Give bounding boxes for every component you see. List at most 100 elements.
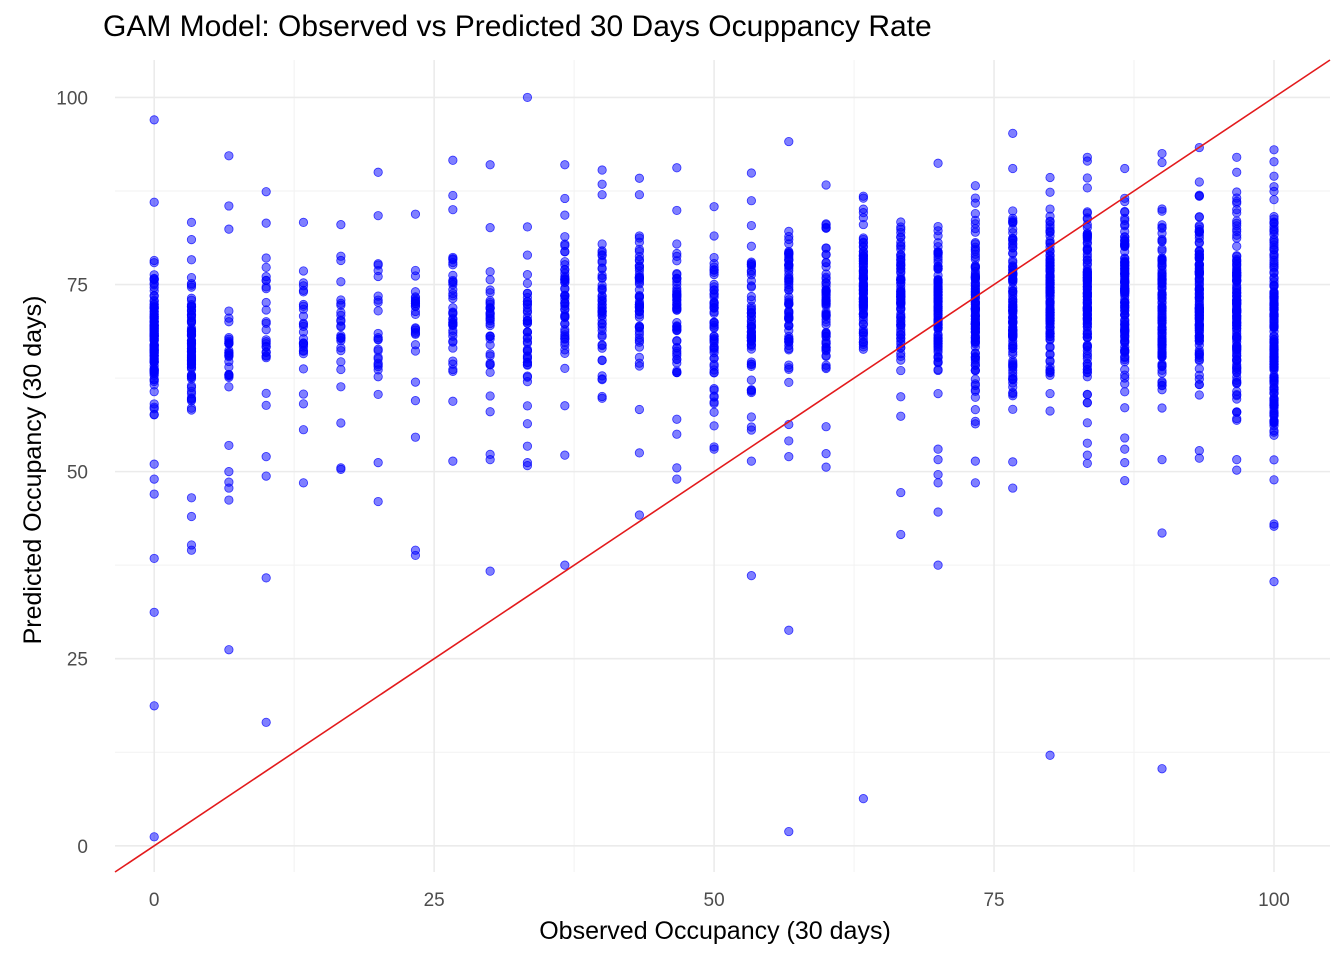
data-point bbox=[784, 136, 794, 147]
data-point bbox=[1082, 243, 1092, 253]
data-point bbox=[1157, 377, 1167, 387]
data-point bbox=[1194, 191, 1204, 201]
data-point bbox=[1157, 310, 1167, 320]
data-point bbox=[298, 266, 309, 276]
data-point bbox=[261, 400, 271, 410]
data-point bbox=[373, 496, 383, 507]
data-point bbox=[186, 293, 197, 303]
data-point bbox=[784, 364, 794, 375]
data-point bbox=[709, 407, 719, 417]
data-point bbox=[186, 405, 197, 415]
data-point bbox=[149, 258, 159, 268]
data-point bbox=[224, 495, 234, 505]
data-point bbox=[186, 310, 197, 321]
data-point bbox=[1082, 389, 1092, 399]
data-point bbox=[597, 179, 607, 189]
data-point bbox=[298, 425, 309, 435]
data-point bbox=[1045, 750, 1055, 760]
data-point bbox=[1045, 322, 1055, 332]
data-point bbox=[933, 158, 943, 168]
data-point bbox=[373, 346, 383, 356]
data-point bbox=[149, 351, 159, 361]
data-point bbox=[448, 396, 458, 406]
data-point bbox=[1269, 427, 1279, 437]
data-point bbox=[970, 242, 980, 252]
data-point bbox=[149, 323, 159, 333]
data-point bbox=[261, 347, 271, 357]
data-point bbox=[522, 307, 533, 317]
data-point bbox=[522, 297, 533, 307]
data-point bbox=[1082, 152, 1092, 162]
data-point bbox=[336, 364, 346, 375]
data-point bbox=[634, 310, 645, 320]
data-point bbox=[821, 290, 831, 301]
data-point bbox=[1120, 337, 1130, 347]
data-point bbox=[522, 401, 533, 411]
data-point bbox=[933, 284, 943, 295]
data-point bbox=[1120, 318, 1130, 328]
data-point bbox=[373, 167, 383, 177]
data-point bbox=[821, 449, 831, 459]
data-point bbox=[298, 399, 309, 409]
data-point bbox=[373, 211, 383, 221]
data-point bbox=[1120, 379, 1130, 389]
data-point bbox=[1157, 236, 1167, 246]
data-point bbox=[336, 295, 346, 305]
data-point bbox=[746, 168, 756, 178]
data-point bbox=[1120, 257, 1130, 267]
data-point bbox=[1194, 374, 1204, 384]
data-point bbox=[1269, 217, 1279, 227]
data-point bbox=[224, 151, 234, 161]
data-point bbox=[1045, 388, 1055, 399]
data-point bbox=[149, 278, 159, 288]
data-point bbox=[970, 416, 980, 426]
data-point bbox=[1120, 207, 1130, 217]
data-point bbox=[149, 701, 159, 711]
data-points bbox=[149, 92, 1279, 842]
data-point bbox=[970, 181, 980, 191]
data-point bbox=[485, 160, 495, 170]
data-point bbox=[821, 320, 831, 330]
data-point bbox=[1045, 204, 1055, 214]
tick-labels: 0 25 50 75 100 0 25 50 75 100 bbox=[56, 88, 1290, 911]
data-point bbox=[821, 363, 831, 374]
data-point bbox=[261, 262, 271, 272]
data-point bbox=[1157, 274, 1167, 285]
data-point bbox=[485, 349, 495, 359]
data-point bbox=[1082, 398, 1092, 408]
data-point bbox=[709, 442, 719, 452]
data-point bbox=[522, 360, 533, 370]
data-point bbox=[186, 327, 197, 337]
data-point bbox=[597, 299, 607, 310]
data-point bbox=[448, 155, 458, 165]
data-point bbox=[522, 270, 533, 280]
x-tick-label: 100 bbox=[1258, 890, 1290, 911]
data-point bbox=[560, 401, 570, 411]
data-point bbox=[1232, 296, 1242, 306]
data-point bbox=[1232, 306, 1242, 316]
data-point bbox=[298, 338, 309, 348]
data-point bbox=[821, 298, 831, 309]
data-point bbox=[1120, 236, 1130, 246]
data-point bbox=[970, 478, 980, 488]
data-point bbox=[746, 425, 756, 435]
data-point bbox=[1008, 163, 1018, 174]
data-point bbox=[672, 366, 682, 376]
data-point bbox=[186, 373, 197, 384]
data-point bbox=[1082, 450, 1092, 460]
data-point bbox=[933, 221, 943, 232]
data-point bbox=[1269, 244, 1279, 255]
data-point bbox=[672, 429, 682, 439]
data-point bbox=[485, 566, 495, 576]
data-point bbox=[597, 330, 607, 340]
data-point bbox=[746, 335, 756, 346]
data-point bbox=[896, 232, 906, 242]
data-point bbox=[224, 313, 234, 323]
data-point bbox=[1082, 313, 1092, 324]
data-point bbox=[1232, 260, 1242, 270]
data-point bbox=[522, 92, 533, 103]
data-point bbox=[1157, 260, 1167, 270]
data-point bbox=[784, 226, 794, 236]
data-point bbox=[149, 832, 159, 842]
data-point bbox=[1082, 288, 1092, 299]
